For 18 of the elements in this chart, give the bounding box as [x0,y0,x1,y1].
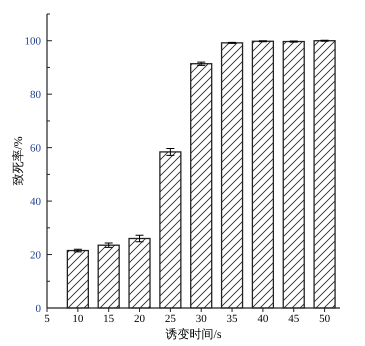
y-tick-label: 60 [30,142,42,155]
x-tick-label: 30 [196,313,208,325]
y-tick-label: 40 [30,196,42,208]
y-tick-label: 0 [36,303,42,315]
x-tick-label: 20 [134,313,146,325]
x-tick-label: 5 [44,313,50,325]
x-tick-label: 35 [226,313,238,325]
y-tick-label: 20 [30,250,42,262]
y-axis-title: 致死率/% [11,136,25,186]
x-tick-label: 25 [164,313,176,325]
x-axis-title: 诱变时间/s [165,327,222,341]
x-tick-label: 50 [319,313,331,325]
y-tick-label: 80 [30,89,42,102]
y-tick-label: 100 [24,36,42,48]
x-tick-label: 10 [72,313,84,325]
x-tick-label: 15 [103,313,115,325]
x-tick-label: 45 [288,313,300,325]
x-tick-label: 40 [257,313,269,325]
